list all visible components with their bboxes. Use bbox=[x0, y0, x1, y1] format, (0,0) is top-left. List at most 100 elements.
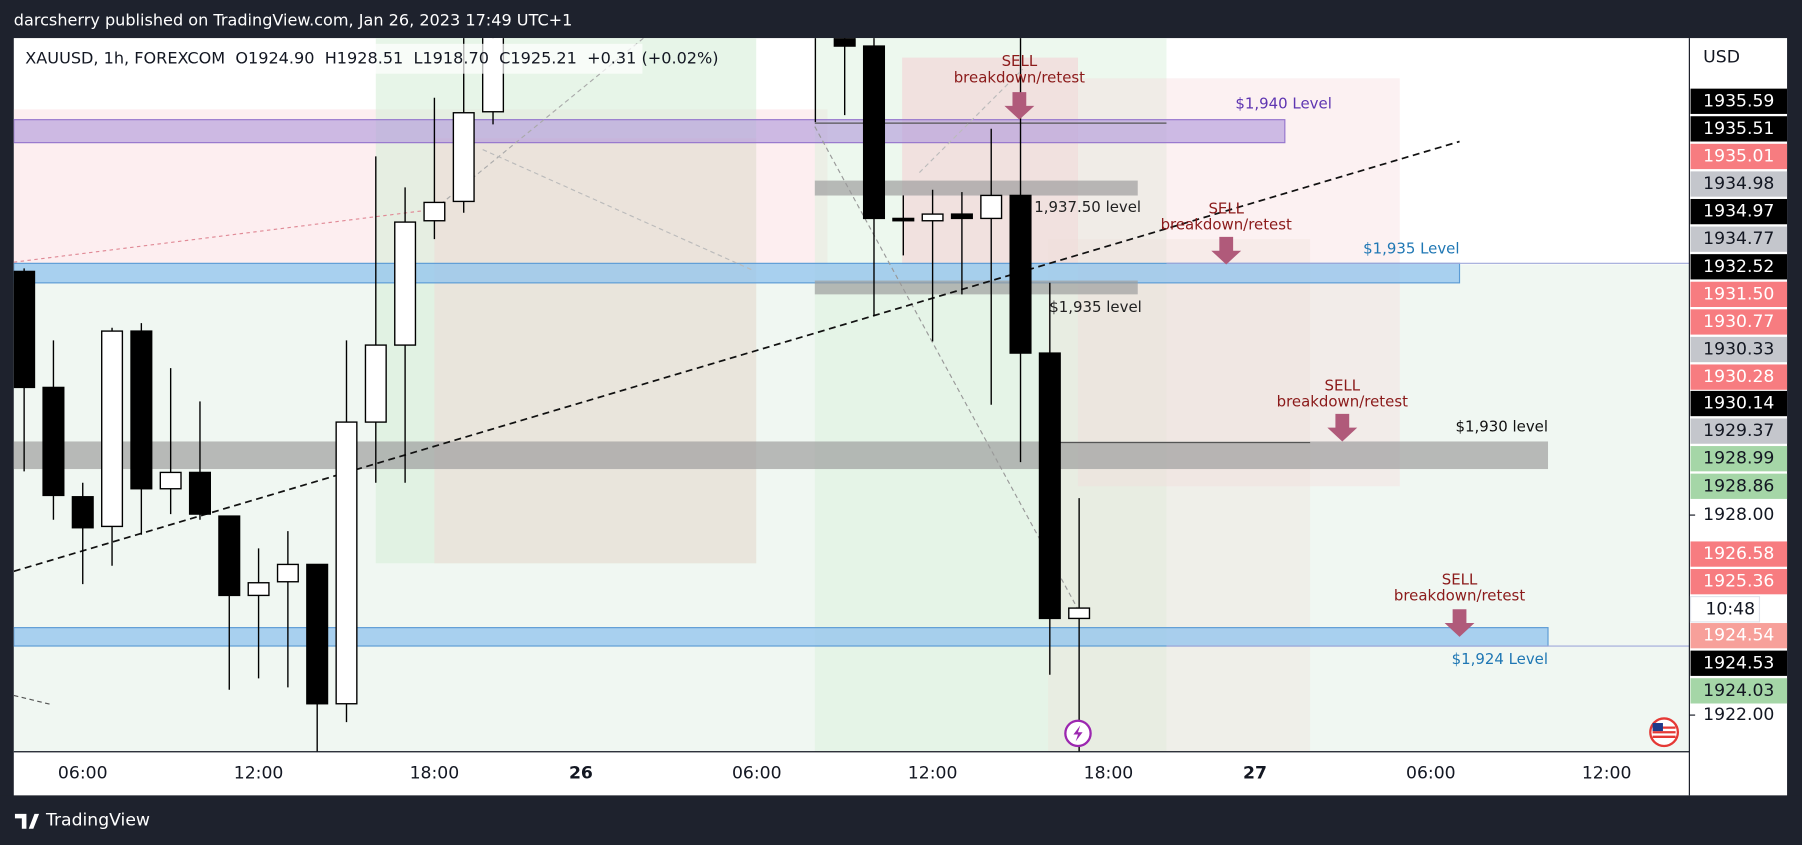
candle-body bbox=[159, 471, 182, 490]
price-label: 1928.99 bbox=[1703, 449, 1774, 469]
x-tick-label: 26 bbox=[569, 764, 593, 784]
dashed-line bbox=[13, 208, 435, 263]
zone bbox=[434, 138, 757, 564]
price-label: 1924.54 bbox=[1703, 626, 1774, 646]
candle-body bbox=[1068, 607, 1091, 620]
price-label: 1930.14 bbox=[1703, 394, 1774, 414]
x-tick-label: 12:00 bbox=[1582, 764, 1632, 784]
x-tick-label: 06:00 bbox=[58, 764, 108, 784]
annotation: SELL bbox=[1325, 376, 1361, 394]
price-label-bg bbox=[1690, 336, 1788, 363]
level-label: $1,935 Level bbox=[1363, 240, 1459, 258]
countdown: 10:48 bbox=[1705, 599, 1755, 619]
drawings bbox=[13, 38, 1690, 752]
candle-body bbox=[218, 515, 241, 597]
candle-body bbox=[833, 38, 856, 47]
candle-body bbox=[42, 386, 65, 497]
x-tick-label: 18:00 bbox=[1084, 764, 1134, 784]
price-label: 1935.59 bbox=[1703, 91, 1774, 111]
level-label: $1,935 level bbox=[1049, 298, 1142, 316]
price-label-bg bbox=[1690, 254, 1788, 280]
candle-body bbox=[423, 201, 446, 222]
flag-icon bbox=[1652, 723, 1663, 732]
candle-body bbox=[1038, 352, 1061, 620]
sell-arrow bbox=[1327, 413, 1358, 442]
dashed-line bbox=[13, 694, 52, 706]
candle-body bbox=[13, 270, 36, 389]
price-label-bg bbox=[1690, 541, 1788, 567]
x-tick-label: 06:00 bbox=[1406, 764, 1456, 784]
annotation: breakdown/retest bbox=[1394, 587, 1525, 605]
level-label: 1,937.50 level bbox=[1034, 198, 1141, 216]
annotation: breakdown/retest bbox=[954, 68, 1085, 86]
candle-body bbox=[950, 213, 973, 220]
annotation: SELL bbox=[1002, 52, 1038, 70]
trend-line bbox=[13, 140, 1460, 573]
symbol-legend: XAUUSD, 1h, FOREXCOM O1924.90 H1928.51 L… bbox=[25, 48, 718, 67]
y-tick-label: 1928.00 bbox=[1703, 505, 1774, 525]
candle-body bbox=[1009, 194, 1032, 354]
candle-body bbox=[921, 213, 944, 222]
price-label-bg bbox=[1690, 390, 1788, 417]
price-label: 1929.37 bbox=[1703, 421, 1774, 441]
annotations: SELL breakdown/retest SELL breakdown/ret… bbox=[954, 52, 1548, 668]
footer-bar bbox=[0, 795, 1802, 845]
price-label: 1924.03 bbox=[1703, 681, 1774, 701]
annotation: breakdown/retest bbox=[1161, 215, 1292, 233]
dashed-line bbox=[482, 149, 753, 271]
zone bbox=[1048, 239, 1311, 752]
x-tick-label: 12:00 bbox=[908, 764, 958, 784]
price-label-bg bbox=[1690, 678, 1788, 704]
level-band bbox=[814, 180, 1138, 196]
dashed-line bbox=[918, 68, 1024, 173]
currency: USD bbox=[1703, 48, 1740, 68]
candle-body bbox=[892, 217, 915, 222]
legend-bg bbox=[16, 43, 643, 74]
candle-body bbox=[980, 194, 1003, 220]
price-label: 1931.50 bbox=[1703, 284, 1774, 304]
level-label: $1,940 Level bbox=[1235, 95, 1331, 113]
level-label: $1,930 level bbox=[1455, 418, 1548, 436]
x-tick-label: 27 bbox=[1243, 764, 1267, 784]
candle-body bbox=[130, 330, 153, 490]
y-tick-label: 1922.00 bbox=[1703, 705, 1774, 725]
price-label-bg bbox=[1690, 650, 1788, 676]
price-label-bg bbox=[1690, 446, 1788, 472]
price-label: 1930.28 bbox=[1703, 367, 1774, 387]
price-label: 1924.53 bbox=[1703, 653, 1774, 673]
price-label: 1928.86 bbox=[1703, 476, 1774, 496]
candle-body bbox=[452, 112, 475, 203]
price-label-bg bbox=[1690, 309, 1788, 335]
candle-body bbox=[101, 330, 124, 528]
annotation: breakdown/retest bbox=[1277, 392, 1408, 410]
candle-body bbox=[306, 563, 329, 705]
price-label: 1935.01 bbox=[1703, 146, 1774, 166]
price-label-bg bbox=[1690, 116, 1788, 142]
candle-body bbox=[364, 344, 387, 423]
level-band bbox=[13, 262, 1461, 284]
price-label: 1934.97 bbox=[1703, 202, 1774, 222]
zone bbox=[902, 57, 1078, 265]
sell-arrow bbox=[1444, 609, 1475, 637]
x-tick-label: 12:00 bbox=[234, 764, 284, 784]
price-label-bg bbox=[1690, 281, 1788, 308]
dashed-line bbox=[814, 126, 1079, 610]
annotation: SELL bbox=[1208, 199, 1244, 217]
x-tick-label: 06:00 bbox=[732, 764, 782, 784]
price-label-bg bbox=[1690, 418, 1788, 444]
price-label-bg bbox=[1690, 473, 1788, 499]
sell-arrow bbox=[1004, 92, 1035, 120]
level-band bbox=[814, 280, 1138, 295]
price-label-bg bbox=[1690, 198, 1788, 225]
level-band bbox=[13, 441, 1549, 470]
annotation: SELL bbox=[1442, 571, 1478, 589]
price-label: 1926.58 bbox=[1703, 544, 1774, 564]
price-label-bg bbox=[1690, 171, 1788, 197]
event-icon bbox=[1073, 725, 1083, 742]
sell-arrow bbox=[1211, 236, 1242, 265]
price-label: 1934.98 bbox=[1703, 174, 1774, 194]
candle-body bbox=[247, 582, 270, 597]
axes: 06:00 12:00 18:00 26 06:00 12:00 18:00 27 06:00 1… bbox=[58, 88, 1788, 784]
